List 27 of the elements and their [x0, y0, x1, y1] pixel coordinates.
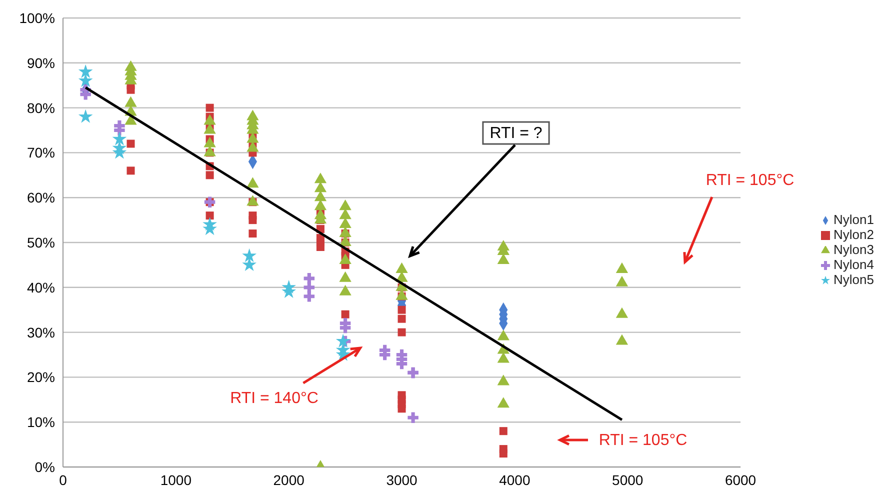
y-tick-label: 70%	[26, 144, 55, 161]
x-tick-label: 0	[59, 472, 68, 488]
y-tick-label: 90%	[26, 54, 55, 71]
x-tick-label: 6000	[724, 472, 756, 488]
y-tick-label: 50%	[26, 234, 55, 250]
legend-label: Nylon3	[834, 242, 874, 257]
legend-label: Nylon2	[834, 227, 874, 242]
annotation: RTI = ?	[490, 125, 542, 142]
y-tick-label: 0%	[34, 458, 55, 475]
y-tick-label: 60%	[26, 190, 55, 206]
y-tick-label: 20%	[26, 369, 55, 386]
y-tick-label: 100%	[19, 10, 55, 26]
x-tick-label: 3000	[386, 472, 418, 488]
y-tick-label: 30%	[26, 324, 55, 340]
x-tick-label: 5000	[612, 472, 644, 488]
y-tick-label: 80%	[26, 100, 55, 116]
legend-label: Nylon4	[834, 257, 874, 272]
legend-label: Nylon1	[834, 212, 874, 227]
y-tick-label: 40%	[26, 279, 55, 296]
y-tick-label: 10%	[26, 414, 55, 430]
x-tick-label: 4000	[499, 472, 530, 488]
annotation: RTI = 105°C	[706, 172, 794, 189]
x-tick-label: 1000	[160, 472, 192, 488]
annotation: RTI = 140°C	[230, 390, 318, 408]
annotation: RTI = 105°C	[598, 432, 688, 449]
legend-label: Nylon5	[834, 272, 874, 287]
x-tick-label: 2000	[273, 472, 305, 488]
